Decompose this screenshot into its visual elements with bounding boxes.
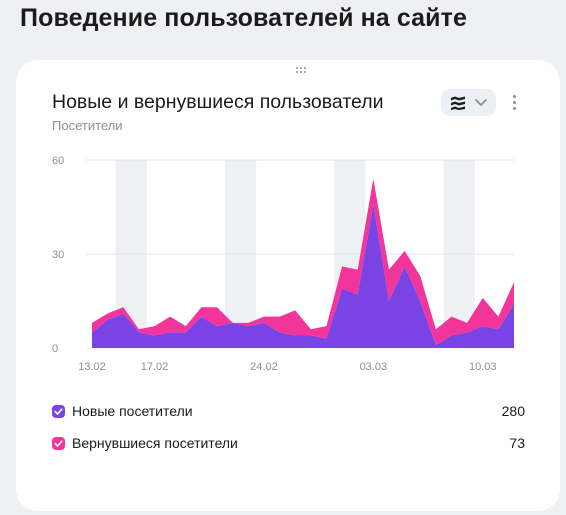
chevron-down-icon xyxy=(475,99,487,106)
x-tick-label: 17.02 xyxy=(141,361,169,373)
drag-handle-icon[interactable] xyxy=(296,67,308,75)
widget-title: Новые и вернувшиеся пользователи xyxy=(52,91,384,113)
x-tick-label: 03.03 xyxy=(360,361,388,373)
page-title: Поведение пользователей на сайте xyxy=(20,4,467,32)
x-tick-label: 24.02 xyxy=(250,361,278,373)
x-tick-label: 13.02 xyxy=(78,361,106,373)
legend-label-new-visitors: Новые посетители xyxy=(72,403,193,419)
legend-item-new-visitors[interactable]: Новые посетители 280 xyxy=(52,402,542,422)
x-tick-label: 10.03 xyxy=(469,361,497,373)
widget-subtitle: Посетители xyxy=(52,118,123,133)
y-tick-label: 60 xyxy=(52,155,64,167)
legend-item-returning-visitors[interactable]: Вернувшиеся посетители 73 xyxy=(52,434,542,454)
stacked-area-icon xyxy=(451,96,465,110)
area-series-returning-visitors xyxy=(92,178,514,345)
checkbox-checked-icon[interactable] xyxy=(52,437,65,450)
legend-value-new-visitors: 280 xyxy=(501,403,525,419)
more-vertical-icon[interactable] xyxy=(508,91,522,115)
legend-label-returning-visitors: Вернувшиеся посетители xyxy=(72,435,238,451)
legend-value-returning-visitors: 73 xyxy=(509,435,525,451)
chart-type-selector-button[interactable] xyxy=(441,89,496,116)
area-series-new-visitors xyxy=(92,203,514,348)
chart-plot: 60 30 0 13.02 17.02 24.02 03.03 10.03 xyxy=(52,155,514,373)
y-tick-label: 30 xyxy=(52,249,64,261)
checkbox-checked-icon[interactable] xyxy=(52,405,65,418)
chart-widget-card: Новые и вернувшиеся пользователи Посетит… xyxy=(16,60,560,511)
y-tick-label: 0 xyxy=(52,343,58,355)
